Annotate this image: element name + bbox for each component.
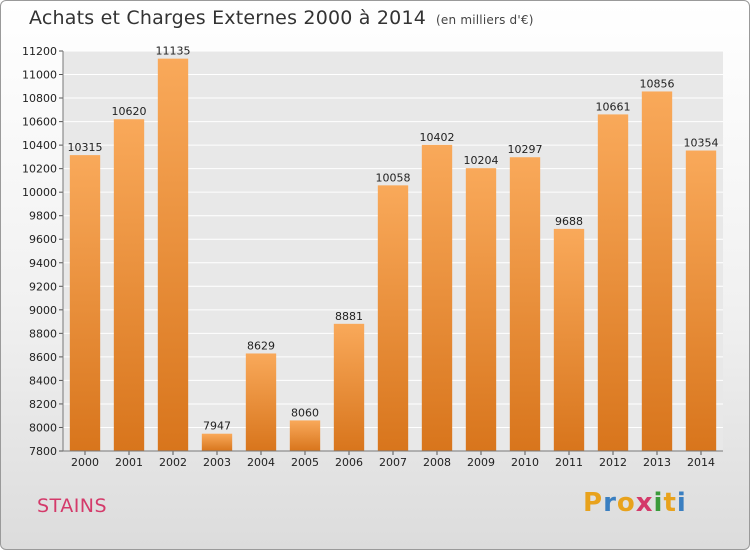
x-tick-label-2011: 2011 — [555, 456, 583, 469]
y-tick-label: 8400 — [29, 374, 57, 387]
x-tick-label-2010: 2010 — [511, 456, 539, 469]
x-tick-label-2003: 2003 — [203, 456, 231, 469]
y-tick-label: 11000 — [22, 69, 57, 82]
x-tick-label-2014: 2014 — [687, 456, 715, 469]
x-tick-label-2006: 2006 — [335, 456, 363, 469]
y-tick-label: 10000 — [22, 186, 57, 199]
logo-letter: t — [663, 488, 677, 518]
y-tick-label: 9200 — [29, 280, 57, 293]
city-label: STAINS — [37, 495, 108, 517]
data-label-2012: 10661 — [596, 100, 631, 113]
data-label-2009: 10204 — [464, 154, 499, 167]
x-tick-label-2009: 2009 — [467, 456, 495, 469]
bar-2001 — [113, 119, 145, 451]
chart-title: Achats et Charges Externes 2000 à 2014 (e… — [29, 7, 534, 29]
data-label-2011: 9688 — [555, 215, 583, 228]
data-label-2008: 10402 — [420, 131, 455, 144]
y-tick-label: 8000 — [29, 421, 57, 434]
chart-title-text: Achats et Charges Externes 2000 à 2014 — [29, 7, 427, 29]
bar-2011 — [553, 228, 585, 451]
logo-letter: o — [616, 488, 636, 518]
y-tick-label: 10200 — [22, 163, 57, 176]
logo-letter: i — [676, 488, 687, 518]
bar-2008 — [421, 144, 453, 451]
bar-2009 — [465, 168, 497, 452]
y-tick-label: 10800 — [22, 92, 57, 105]
bar-2013 — [641, 91, 673, 452]
y-tick-label: 10400 — [22, 139, 57, 152]
chart-subtitle: (en milliers d'€) — [436, 13, 534, 27]
x-tick-label-2013: 2013 — [643, 456, 671, 469]
y-tick-label: 8800 — [29, 327, 57, 340]
x-axis: 2000 2001 2002 2003 2004 2005 2006 2007 2008 2009… — [63, 450, 723, 469]
bar-2000 — [69, 155, 101, 451]
bar-2006 — [333, 323, 365, 451]
y-tick-label: 11200 — [22, 45, 57, 58]
y-tick-label: 8200 — [29, 398, 57, 411]
x-tick-label-2004: 2004 — [247, 456, 275, 469]
bar-2003 — [201, 433, 233, 451]
x-tick-label-2008: 2008 — [423, 456, 451, 469]
data-label-2001: 10620 — [112, 105, 147, 118]
data-label-2014: 10354 — [684, 137, 719, 150]
data-label-2007: 10058 — [376, 171, 411, 184]
data-label-2002: 11135 — [156, 45, 191, 58]
bar-2012 — [597, 114, 629, 451]
y-tick-label: 9600 — [29, 233, 57, 246]
x-tick-label-2000: 2000 — [71, 456, 99, 469]
bar-2002 — [157, 58, 189, 451]
y-axis: 7800 8000 8200 8400 8600 8800 9000 9200 9400 9600… — [22, 45, 64, 458]
y-tick-label: 7800 — [29, 445, 57, 458]
data-label-2004: 8629 — [247, 339, 275, 352]
bar-2004 — [245, 353, 277, 451]
bar-2005 — [289, 420, 321, 451]
logo-letter: i — [653, 488, 664, 518]
x-tick-label-2002: 2002 — [159, 456, 187, 469]
x-tick-label-2012: 2012 — [599, 456, 627, 469]
bar-2014 — [685, 150, 717, 451]
data-label-2003: 7947 — [203, 420, 231, 433]
x-tick-label-2005: 2005 — [291, 456, 319, 469]
x-tick-label-2001: 2001 — [115, 456, 143, 469]
data-label-2013: 10856 — [640, 77, 675, 90]
proxiti-logo: Proxiti — [583, 488, 687, 518]
logo-letter: x — [635, 488, 654, 518]
y-tick-label: 9000 — [29, 304, 57, 317]
y-tick-label: 9800 — [29, 210, 57, 223]
data-label-2000: 10315 — [68, 141, 103, 154]
data-label-2005: 8060 — [291, 406, 319, 419]
bars: 10315 10620 11135 7947 8629 8060 8881 10058 1040… — [68, 45, 719, 452]
bar-2007 — [377, 185, 409, 451]
y-tick-label: 8600 — [29, 351, 57, 364]
y-tick-label: 10600 — [22, 116, 57, 129]
data-label-2010: 10297 — [508, 143, 543, 156]
bar-2010 — [509, 157, 541, 451]
x-tick-label-2007: 2007 — [379, 456, 407, 469]
logo-letter: r — [603, 488, 617, 518]
y-tick-label: 9400 — [29, 257, 57, 270]
logo-letter: P — [583, 488, 604, 518]
data-label-2006: 8881 — [335, 310, 363, 323]
